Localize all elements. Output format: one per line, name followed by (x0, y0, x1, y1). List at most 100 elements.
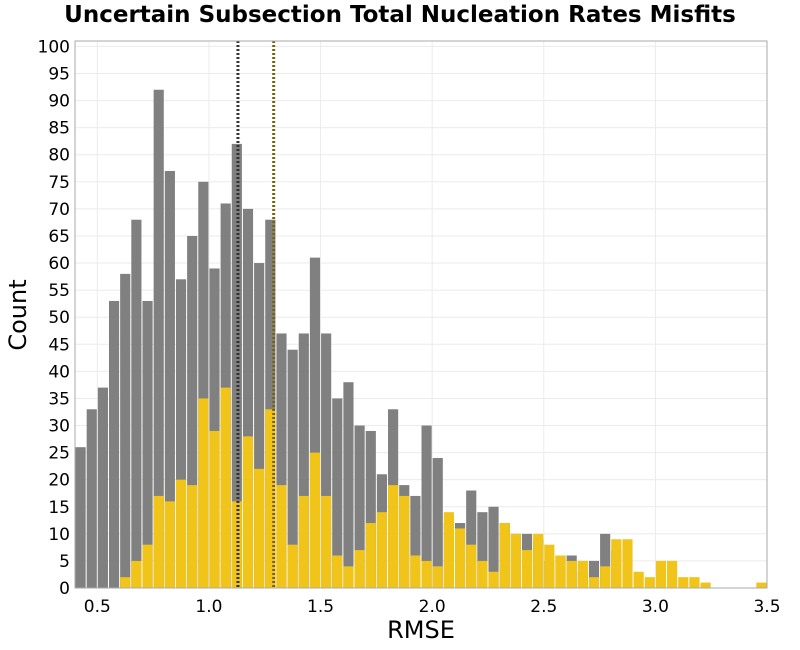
bar-series-1 (466, 490, 477, 588)
bar-series-1 (421, 425, 432, 588)
bar-series-2 (187, 485, 198, 588)
bar-series-2 (678, 577, 689, 588)
bar-series-2 (120, 577, 131, 588)
y-tick-label: 25 (48, 444, 70, 464)
bar-series-1 (97, 387, 108, 588)
y-tick-label: 15 (48, 498, 70, 518)
bar-series-2 (164, 501, 175, 588)
bar-series-2 (577, 560, 588, 588)
bar-series-2 (142, 544, 153, 588)
bar-series-2 (466, 544, 477, 588)
bar-series-2 (332, 555, 343, 588)
y-tick-label: 90 (48, 92, 70, 112)
bar-series-2 (655, 560, 667, 588)
bar-series-2 (175, 479, 187, 588)
bar-series-2 (410, 555, 421, 588)
x-tick-label: 2.5 (530, 597, 557, 617)
plot-frame (74, 40, 768, 589)
bar-series-2 (510, 533, 521, 588)
x-tick-label: 3.5 (753, 597, 780, 617)
bar-series-2 (242, 436, 254, 588)
bar-series-1 (488, 506, 499, 588)
bar-series-2 (544, 544, 555, 588)
bar-series-1 (242, 208, 254, 588)
bar-series-1 (175, 279, 187, 588)
bar-series-2 (309, 452, 321, 588)
bars (75, 89, 767, 589)
bar-series-2 (220, 387, 231, 588)
bar-series-2 (588, 577, 600, 588)
bar-series-2 (555, 555, 566, 588)
bar-series-2 (343, 566, 354, 588)
bar-series-2 (432, 566, 443, 588)
y-tick-label: 45 (48, 335, 70, 355)
bar-series-2 (209, 430, 220, 588)
y-tick-label: 5 (59, 552, 70, 572)
bar-series-2 (365, 523, 376, 588)
y-tick-label: 80 (48, 146, 70, 166)
bar-series-2 (454, 528, 466, 588)
y-tick-label: 55 (48, 281, 70, 301)
bar-series-2 (321, 495, 332, 588)
bar-series-1 (142, 300, 153, 588)
bar-series-2 (443, 512, 454, 588)
bar-series-1 (309, 257, 321, 588)
y-tick-label: 60 (48, 254, 70, 274)
bar-series-2 (633, 571, 644, 588)
bar-series-1 (198, 181, 209, 588)
x-axis-ticks: 0.5 1.0 1.5 2.0 2.5 3.0 3.5 (84, 597, 781, 617)
bar-series-1 (131, 219, 142, 588)
bar-series-1 (276, 333, 287, 588)
bar-series-2 (488, 571, 499, 588)
bar-series-2 (667, 560, 678, 588)
bar-series-2 (756, 582, 767, 588)
bar-series-1 (410, 495, 421, 588)
y-tick-label: 50 (48, 308, 70, 328)
bar-series-2 (399, 495, 410, 588)
bar-series-1 (600, 533, 611, 588)
y-tick-label: 20 (48, 471, 70, 491)
y-tick-label: 0 (59, 579, 70, 599)
bar-series-1 (287, 349, 298, 588)
bar-series-2 (376, 512, 388, 588)
x-tick-label: 3.0 (642, 597, 669, 617)
bar-series-1 (354, 425, 365, 588)
x-tick-label: 0.5 (84, 597, 111, 617)
y-tick-label: 85 (48, 119, 70, 139)
bar-series-1 (120, 273, 131, 588)
bar-series-2 (198, 398, 209, 588)
bar-series-2 (600, 566, 611, 588)
y-tick-label: 75 (48, 173, 70, 193)
bar-series-2 (354, 550, 365, 588)
bar-series-2 (153, 495, 164, 588)
y-tick-label: 40 (48, 362, 70, 382)
bar-series-1 (588, 560, 600, 588)
bar-series-1 (432, 458, 443, 588)
bar-series-2 (566, 560, 577, 588)
x-tick-label: 2.0 (419, 597, 446, 617)
x-tick-label: 1.5 (307, 597, 334, 617)
bar-series-1 (209, 268, 220, 588)
bar-series-2 (533, 533, 544, 588)
bar-series-2 (700, 582, 711, 588)
bar-series-2 (287, 544, 298, 588)
bar-series-2 (276, 485, 287, 588)
y-tick-label: 70 (48, 200, 70, 220)
bar-series-2 (521, 550, 533, 588)
reference-lines (236, 41, 276, 588)
bar-series-2 (644, 577, 655, 588)
bar-series-1 (187, 235, 198, 589)
bar-series-2 (499, 523, 510, 588)
bar-series-2 (689, 577, 700, 588)
bar-series-2 (254, 468, 265, 588)
bar-series-1 (108, 300, 120, 588)
y-tick-label: 65 (48, 227, 70, 247)
bar-series-2 (622, 539, 633, 588)
bar-series-2 (421, 560, 432, 588)
bar-series-1 (75, 447, 86, 588)
bar-series-2 (131, 560, 142, 588)
bar-series-1 (86, 409, 97, 588)
bar-series-2 (611, 539, 622, 588)
y-tick-label: 35 (48, 389, 70, 409)
y-tick-label: 10 (48, 525, 70, 545)
